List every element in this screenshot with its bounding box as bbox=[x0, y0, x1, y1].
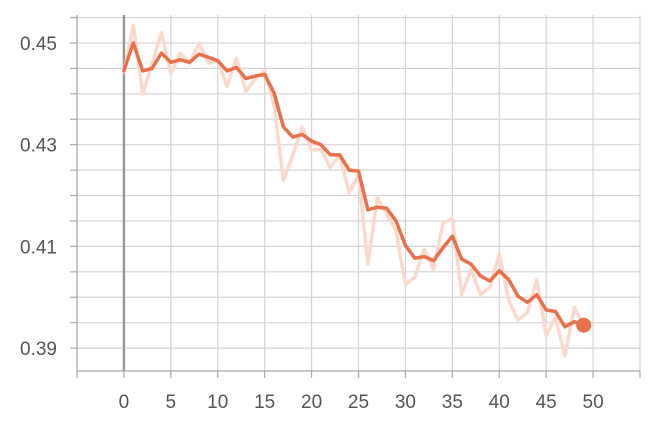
x-tick-label: 35 bbox=[442, 392, 463, 413]
raw-series-line bbox=[122, 23, 586, 358]
y-tick-label: 0.45 bbox=[20, 34, 57, 55]
smoothed-series-line bbox=[122, 41, 586, 329]
last-point-marker bbox=[576, 317, 592, 333]
x-tick-label: 40 bbox=[489, 392, 510, 413]
x-tick-label: 45 bbox=[536, 392, 557, 413]
x-tick-label: 25 bbox=[348, 392, 369, 413]
x-tick-label: 10 bbox=[207, 392, 228, 413]
grid bbox=[76, 15, 641, 371]
x-tick-label: 20 bbox=[301, 392, 322, 413]
y-tick-label: 0.41 bbox=[20, 237, 57, 258]
x-tick-label: 0 bbox=[119, 392, 130, 413]
x-tick-label: 5 bbox=[166, 392, 177, 413]
axes bbox=[70, 15, 641, 378]
x-tick-label: 15 bbox=[254, 392, 275, 413]
y-tick-label: 0.39 bbox=[20, 339, 57, 360]
x-tick-label: 50 bbox=[583, 392, 604, 413]
y-tick-label: 0.43 bbox=[20, 136, 57, 157]
x-tick-label: 30 bbox=[395, 392, 416, 413]
series bbox=[122, 23, 592, 358]
tick-labels: 0 5 10 15 20 25 30 35 40 45 50 0.45 0.43 0.41 0.39 bbox=[20, 34, 604, 413]
